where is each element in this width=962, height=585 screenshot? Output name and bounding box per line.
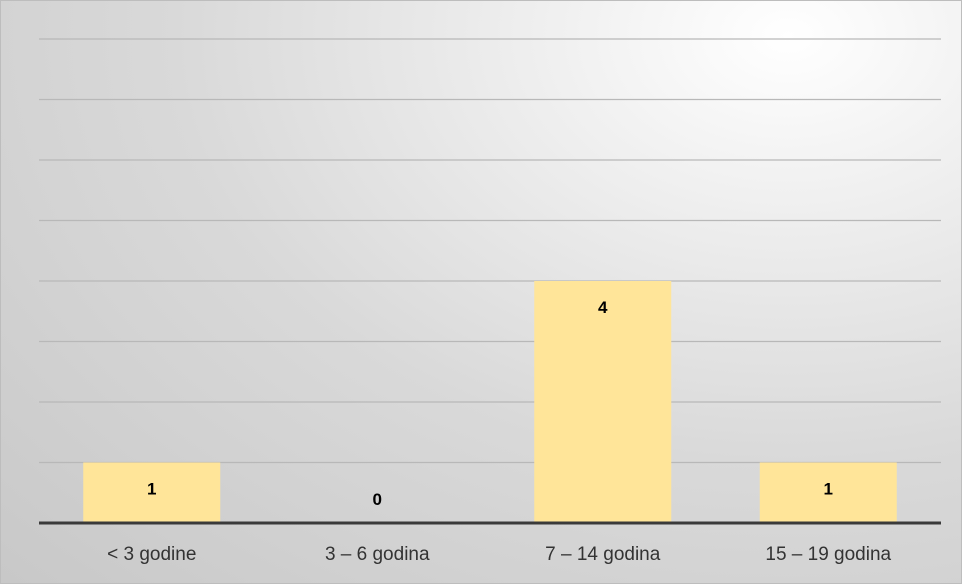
data-label: 0: [373, 490, 382, 509]
bar: [759, 462, 897, 523]
bars: [83, 281, 897, 523]
data-label: 1: [824, 480, 833, 499]
data-label: 1: [147, 480, 156, 499]
x-tick-label: 15 – 19 godina: [765, 544, 891, 565]
x-tick-label: 3 – 6 godina: [325, 544, 430, 565]
bar: [83, 462, 221, 523]
x-tick-labels: < 3 godine 3 – 6 godina 7 – 14 godina 15 – …: [107, 544, 891, 565]
bar: [534, 281, 672, 523]
data-label: 4: [598, 298, 608, 317]
x-tick-label: < 3 godine: [107, 544, 196, 565]
gridlines: [39, 38, 941, 464]
data-labels: 1 0 4 1: [147, 298, 833, 509]
x-tick-label: 7 – 14 godina: [545, 544, 661, 565]
